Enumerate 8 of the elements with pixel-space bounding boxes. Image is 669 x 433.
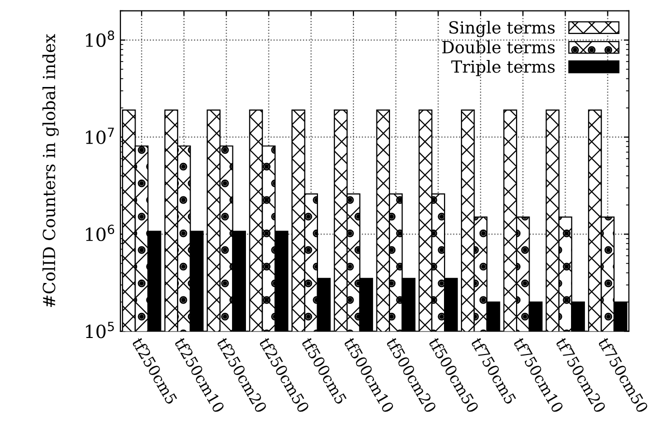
y-tick-label: 10$^{8}$ bbox=[86, 30, 114, 48]
legend-label: Triple terms bbox=[451, 60, 555, 76]
y-axis-title: #ColID Counters in global index bbox=[42, 34, 59, 308]
legend-label: Double terms bbox=[442, 40, 555, 54]
y-tick-label: 10$^{7}$ bbox=[86, 128, 114, 144]
y-tick-label: 10$^{6}$ bbox=[86, 224, 114, 242]
y-tick-label: 10$^{5}$ bbox=[86, 322, 114, 338]
legend-label: Single terms bbox=[449, 20, 555, 38]
